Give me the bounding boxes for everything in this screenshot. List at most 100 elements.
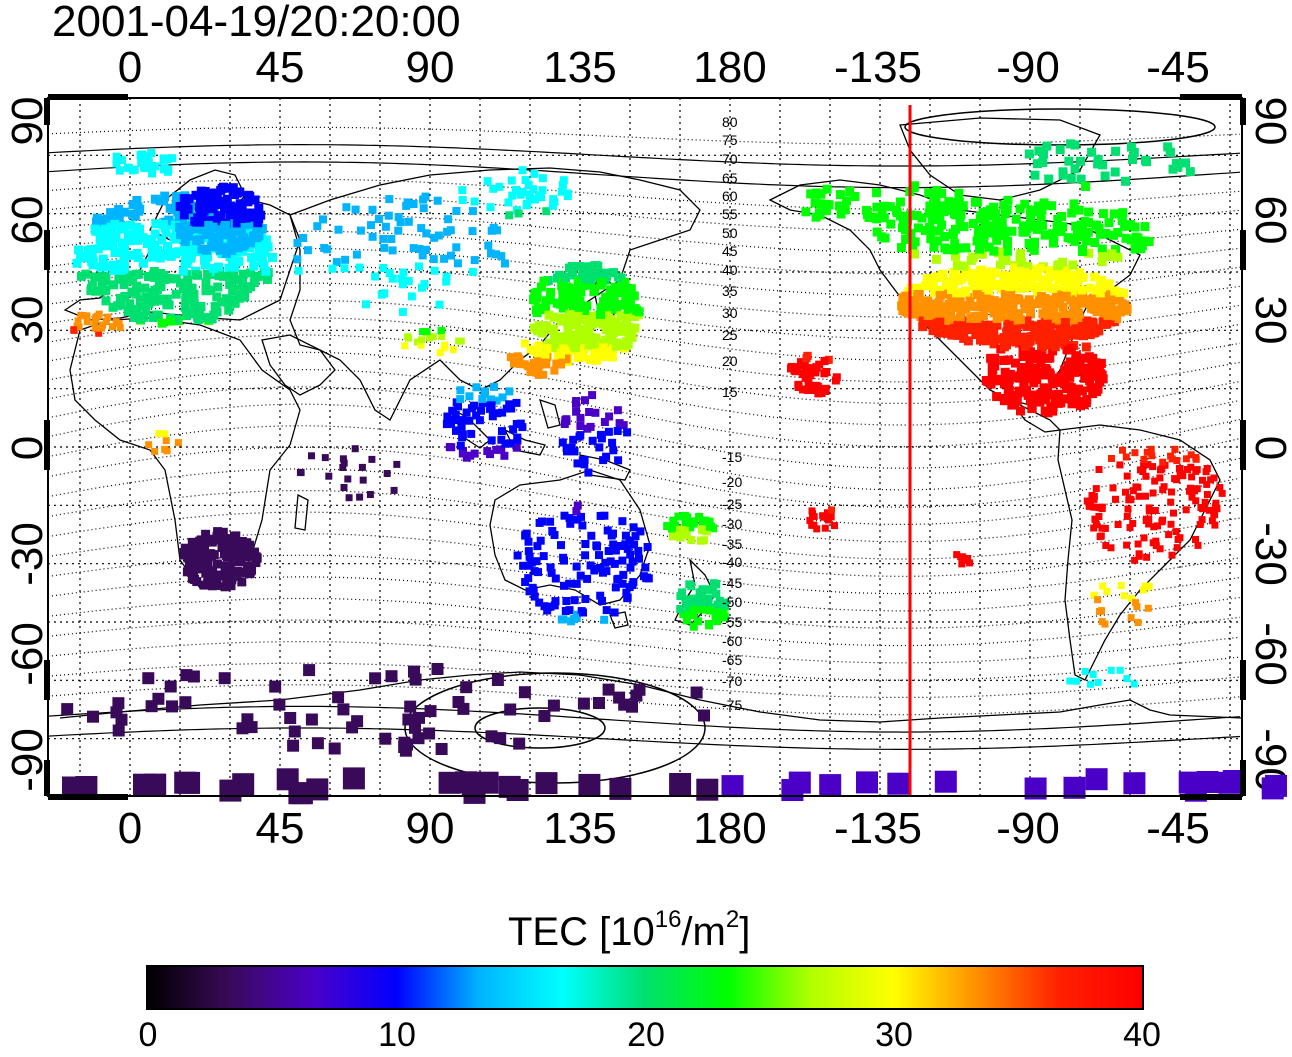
tec-pixel bbox=[817, 389, 826, 397]
tec-pixel bbox=[1134, 239, 1144, 249]
tec-pixel bbox=[1035, 335, 1045, 345]
tec-pixel bbox=[1059, 371, 1068, 381]
tec-pixel bbox=[228, 286, 238, 296]
tec-pixel bbox=[168, 154, 177, 163]
tec-pixel bbox=[1129, 148, 1139, 157]
tec-pixel bbox=[1002, 327, 1012, 337]
tec-pixel bbox=[319, 215, 327, 224]
tec-pixel bbox=[550, 366, 559, 375]
tec-pixel bbox=[1098, 252, 1108, 262]
tec-pixel bbox=[1109, 209, 1119, 219]
tec-pixel bbox=[148, 169, 157, 178]
tec-pixel bbox=[1188, 473, 1196, 481]
tec-pixel bbox=[235, 187, 245, 197]
tec-pixel bbox=[989, 246, 999, 256]
tec-pixel bbox=[116, 324, 124, 331]
tec-pixel bbox=[1001, 355, 1010, 365]
tec-pixel bbox=[1036, 292, 1046, 301]
tec-pixel bbox=[1144, 461, 1152, 469]
tec-pixel bbox=[1117, 216, 1127, 225]
tec-pixel bbox=[257, 224, 267, 234]
tec-pixel bbox=[227, 271, 237, 281]
tec-pixel bbox=[579, 333, 589, 343]
tec-pixel bbox=[442, 272, 451, 281]
tec-pixel bbox=[993, 302, 1003, 312]
tec-pixel bbox=[446, 226, 455, 235]
tec-pixel bbox=[234, 546, 244, 556]
tec-pixel bbox=[1170, 509, 1177, 517]
tec-pixel bbox=[513, 551, 522, 560]
tec-pixel bbox=[288, 725, 301, 738]
tec-pixel bbox=[968, 219, 978, 228]
tec-pixel bbox=[424, 705, 437, 718]
tec-pixel bbox=[1094, 223, 1104, 233]
tec-pixel bbox=[437, 327, 445, 335]
tec-pixel bbox=[1103, 310, 1113, 320]
tec-pixel bbox=[713, 617, 722, 626]
tec-pixel bbox=[954, 188, 964, 198]
tec-pixel bbox=[158, 273, 167, 283]
tec-pixel bbox=[546, 563, 555, 572]
tec-pixel bbox=[174, 439, 182, 447]
tec-pixel bbox=[623, 593, 632, 602]
tec-pixel bbox=[539, 276, 549, 286]
tec-pixel bbox=[238, 246, 248, 256]
tec-pixel bbox=[125, 299, 135, 309]
contour-line bbox=[47, 386, 1241, 469]
tec-pixel bbox=[1014, 294, 1023, 304]
tec-pixel bbox=[212, 194, 222, 204]
tec-pixel bbox=[1084, 352, 1094, 362]
tec-pixel bbox=[180, 669, 193, 682]
tec-pixel bbox=[934, 226, 944, 236]
tec-pixel bbox=[1085, 376, 1095, 386]
tec-pixel bbox=[405, 334, 412, 342]
tec-pixel bbox=[535, 598, 544, 607]
tec-pixel bbox=[518, 423, 527, 432]
tec-pixel bbox=[458, 433, 467, 442]
tec-pixel bbox=[433, 196, 442, 205]
tec-pixel bbox=[573, 459, 582, 468]
tec-pixel bbox=[947, 330, 957, 340]
tec-pixel bbox=[961, 243, 971, 253]
tec-pixel bbox=[1109, 484, 1117, 492]
tec-pixel bbox=[251, 558, 261, 568]
tec-pixel bbox=[1134, 483, 1142, 491]
tec-pixel bbox=[1116, 461, 1124, 469]
tec-pixel bbox=[696, 778, 719, 801]
tec-pixel bbox=[1152, 537, 1160, 545]
tec-pixel bbox=[934, 770, 957, 793]
tec-pixel bbox=[502, 404, 511, 413]
tec-pixel bbox=[992, 235, 1002, 245]
tec-pixel bbox=[250, 547, 259, 557]
tec-pixel bbox=[422, 229, 431, 238]
tec-pixel bbox=[1069, 199, 1079, 209]
tec-pixel bbox=[1008, 327, 1018, 337]
tec-pixel bbox=[896, 243, 906, 253]
tec-pixel bbox=[621, 313, 631, 323]
tec-pixel bbox=[806, 371, 815, 380]
tec-pixel bbox=[669, 773, 692, 795]
tec-pixel bbox=[108, 231, 118, 241]
tec-pixel bbox=[569, 435, 578, 444]
tec-pixel bbox=[440, 254, 449, 263]
tec-pixel bbox=[1070, 367, 1080, 377]
tec-pixel bbox=[787, 364, 795, 373]
tec-pixel bbox=[630, 312, 640, 321]
tec-pixel bbox=[630, 304, 640, 314]
tec-pixel bbox=[532, 308, 542, 318]
tec-pixel bbox=[97, 278, 107, 288]
tec-pixel bbox=[1114, 521, 1122, 528]
tec-pixel bbox=[613, 272, 623, 282]
tec-pixel bbox=[164, 300, 174, 310]
tec-pixel bbox=[975, 244, 985, 254]
tec-pixel bbox=[798, 385, 807, 394]
tec-pixel bbox=[1005, 282, 1015, 292]
tec-pixel bbox=[1091, 358, 1101, 368]
tec-pixel bbox=[931, 254, 941, 264]
tec-pixel bbox=[161, 228, 171, 238]
tec-pixel bbox=[1100, 229, 1110, 238]
tec-pixel bbox=[936, 307, 946, 317]
tec-pixel bbox=[541, 350, 550, 359]
tec-pixel bbox=[1007, 310, 1016, 320]
tec-pixel bbox=[901, 291, 911, 301]
